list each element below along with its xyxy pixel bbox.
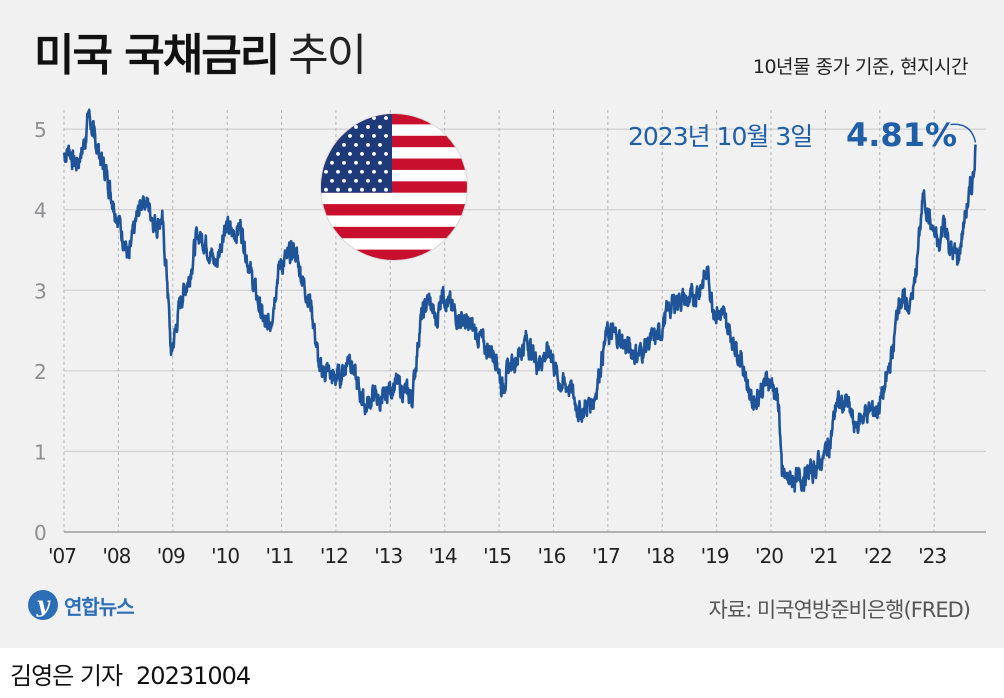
x-tick-label: '21 — [809, 544, 837, 568]
treasury-yield-line — [62, 108, 977, 493]
line-chart: 0 1 2 3 4 5 '07 '08 '09 '10 '11 '12 '13 '14 '15 '16 '17… — [34, 108, 986, 568]
reporter-name: 김영은 기자 — [10, 662, 123, 690]
yonhap-logo: y 연합뉴스 — [28, 590, 135, 620]
y-tick-label: 4 — [34, 199, 47, 223]
subtitle: 10년물 종가 기준, 현지시간 — [752, 56, 969, 78]
title-sub: 추이 — [288, 30, 367, 81]
page-title: 미국 국채금리 추이 — [34, 28, 367, 84]
x-tick-label: '11 — [266, 544, 294, 568]
x-tick-label: '09 — [157, 544, 185, 568]
y-tick-label: 2 — [34, 360, 47, 384]
chart-card — [0, 0, 1004, 648]
y-tick-label: 0 — [34, 521, 47, 545]
x-tick-label: '10 — [211, 544, 239, 568]
x-tick-label: '17 — [592, 544, 620, 568]
x-tick-label: '23 — [918, 544, 946, 568]
x-tick-label: '15 — [483, 544, 511, 568]
x-tick-label: '22 — [864, 544, 892, 568]
annotation-value: 4.81% — [846, 116, 957, 154]
x-tick-label: '13 — [374, 544, 402, 568]
annotation-leader — [950, 123, 977, 143]
x-tick-label: '14 — [429, 544, 457, 568]
logo-text: 연합뉴스 — [64, 594, 135, 619]
yonhap-logo-icon: y — [28, 590, 58, 620]
credit-line: 김영은 기자 20231004 — [10, 656, 251, 691]
us-flag-icon — [320, 113, 468, 261]
y-tick-label: 3 — [34, 279, 47, 303]
annotation-date: 2023년 10월 3일 — [628, 122, 812, 151]
title-main: 미국 국채금리 — [34, 30, 280, 81]
source-note: 자료: 미국연방준비은행(FRED) — [708, 598, 971, 622]
credit-date: 20231004 — [136, 662, 251, 690]
x-tick-label: '07 — [48, 544, 76, 568]
y-axis-ticks: 0 1 2 3 4 5 — [34, 118, 47, 545]
x-tick-label: '20 — [755, 544, 783, 568]
x-tick-label: '18 — [646, 544, 674, 568]
y-tick-label: 5 — [34, 118, 47, 142]
x-tick-label: '08 — [102, 544, 130, 568]
x-axis-ticks: '07 '08 '09 '10 '11 '12 '13 '14 '15 '16 '17 '18 '19 '… — [48, 544, 947, 568]
chart-grid — [63, 110, 986, 533]
y-tick-label: 1 — [34, 440, 47, 464]
x-tick-label: '16 — [537, 544, 565, 568]
x-tick-label: '19 — [701, 544, 729, 568]
x-tick-label: '12 — [320, 544, 348, 568]
